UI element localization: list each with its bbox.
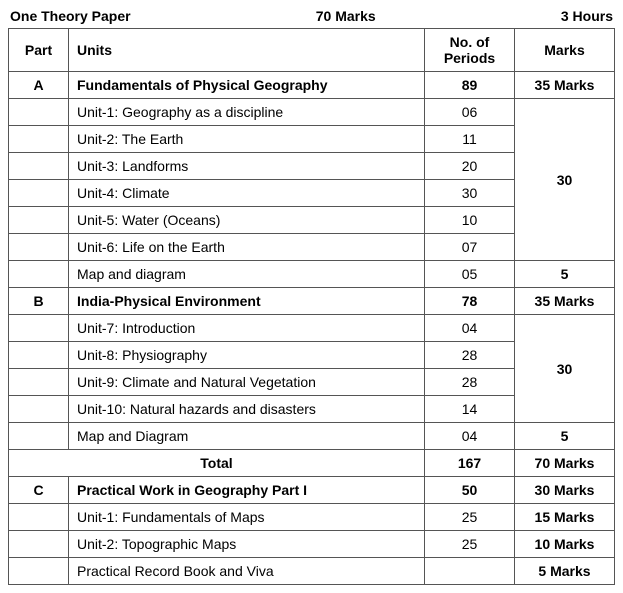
unit-periods: 28 xyxy=(425,369,515,396)
viva-label: Practical Record Book and Viva xyxy=(69,558,425,585)
unit-label: Unit-1: Fundamentals of Maps xyxy=(69,504,425,531)
map-label: Map and diagram xyxy=(69,261,425,288)
unit-label: Unit-7: Introduction xyxy=(69,315,425,342)
map-periods: 04 xyxy=(425,423,515,450)
unit-periods: 11 xyxy=(425,126,515,153)
map-label: Map and Diagram xyxy=(69,423,425,450)
syllabus-table: Part Units No. of Periods Marks A Fundam… xyxy=(8,28,615,585)
unit-label: Unit-1: Geography as a discipline xyxy=(69,99,425,126)
unit-label: Unit-9: Climate and Natural Vegetation xyxy=(69,369,425,396)
part-b-group-marks: 30 xyxy=(515,315,615,423)
table-row: Unit-1: Fundamentals of Maps 25 15 Marks xyxy=(9,504,615,531)
part-b-marks: 35 Marks xyxy=(515,288,615,315)
part-b-map-row: Map and Diagram 04 5 xyxy=(9,423,615,450)
part-b-title: India-Physical Environment xyxy=(69,288,425,315)
top-center: 70 Marks xyxy=(316,8,376,24)
unit-periods: 10 xyxy=(425,207,515,234)
part-c-title-row: C Practical Work in Geography Part I 50 … xyxy=(9,477,615,504)
table-header-row: Part Units No. of Periods Marks xyxy=(9,29,615,72)
part-a-code: A xyxy=(9,72,69,99)
table-row: Unit-1: Geography as a discipline 06 30 xyxy=(9,99,615,126)
unit-label: Unit-5: Water (Oceans) xyxy=(69,207,425,234)
part-c-title: Practical Work in Geography Part I xyxy=(69,477,425,504)
col-part: Part xyxy=(9,29,69,72)
unit-label: Unit-8: Physiography xyxy=(69,342,425,369)
table-row: Unit-7: Introduction 04 30 xyxy=(9,315,615,342)
unit-label: Unit-2: Topographic Maps xyxy=(69,531,425,558)
unit-label: Unit-4: Climate xyxy=(69,180,425,207)
top-right: 3 Hours xyxy=(561,8,613,24)
col-marks: Marks xyxy=(515,29,615,72)
col-periods: No. of Periods xyxy=(425,29,515,72)
unit-label: Unit-6: Life on the Earth xyxy=(69,234,425,261)
part-c-viva-row: Practical Record Book and Viva 5 Marks xyxy=(9,558,615,585)
unit-label: Unit-3: Landforms xyxy=(69,153,425,180)
top-header: One Theory Paper 70 Marks 3 Hours xyxy=(8,8,615,24)
part-a-title-row: A Fundamentals of Physical Geography 89 … xyxy=(9,72,615,99)
unit-label: Unit-10: Natural hazards and disasters xyxy=(69,396,425,423)
unit-periods: 25 xyxy=(425,531,515,558)
unit-label: Unit-2: The Earth xyxy=(69,126,425,153)
unit-marks: 15 Marks xyxy=(515,504,615,531)
part-b-periods: 78 xyxy=(425,288,515,315)
unit-periods: 20 xyxy=(425,153,515,180)
total-periods: 167 xyxy=(425,450,515,477)
map-marks: 5 xyxy=(515,423,615,450)
part-c-code: C xyxy=(9,477,69,504)
part-a-map-row: Map and diagram 05 5 xyxy=(9,261,615,288)
unit-periods: 28 xyxy=(425,342,515,369)
unit-periods: 30 xyxy=(425,180,515,207)
part-b-title-row: B India-Physical Environment 78 35 Marks xyxy=(9,288,615,315)
map-marks: 5 xyxy=(515,261,615,288)
part-c-marks: 30 Marks xyxy=(515,477,615,504)
total-row: Total 167 70 Marks xyxy=(9,450,615,477)
part-a-periods: 89 xyxy=(425,72,515,99)
unit-periods: 07 xyxy=(425,234,515,261)
top-left: One Theory Paper xyxy=(10,8,131,24)
part-a-title: Fundamentals of Physical Geography xyxy=(69,72,425,99)
map-periods: 05 xyxy=(425,261,515,288)
part-a-group-marks: 30 xyxy=(515,99,615,261)
part-c-periods: 50 xyxy=(425,477,515,504)
part-a-marks: 35 Marks xyxy=(515,72,615,99)
unit-periods: 25 xyxy=(425,504,515,531)
total-marks: 70 Marks xyxy=(515,450,615,477)
total-label: Total xyxy=(9,450,425,477)
unit-marks: 10 Marks xyxy=(515,531,615,558)
col-units: Units xyxy=(69,29,425,72)
viva-marks: 5 Marks xyxy=(515,558,615,585)
unit-periods: 14 xyxy=(425,396,515,423)
part-b-code: B xyxy=(9,288,69,315)
unit-periods: 06 xyxy=(425,99,515,126)
table-row: Unit-2: Topographic Maps 25 10 Marks xyxy=(9,531,615,558)
unit-periods: 04 xyxy=(425,315,515,342)
